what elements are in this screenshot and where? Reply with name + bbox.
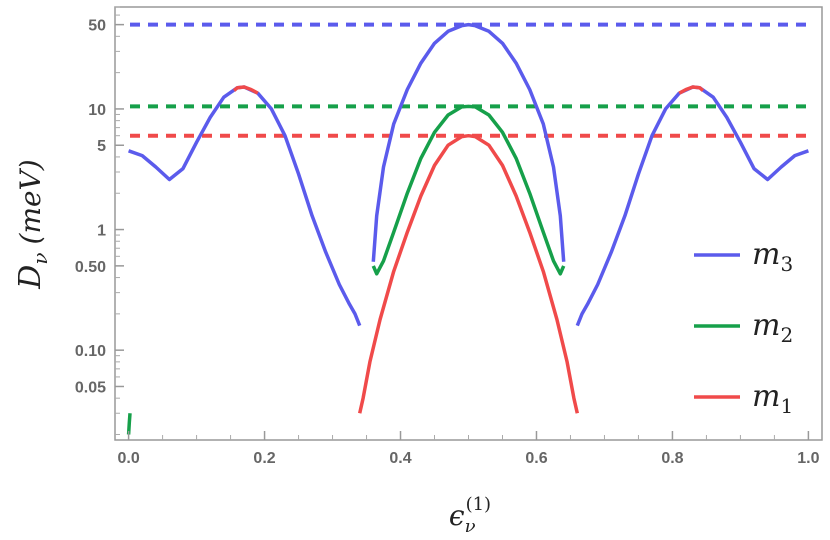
- x-tick-label: 0.6: [525, 450, 547, 467]
- y-axis-ticks: 50 10 5 1 0.50 0.10 0.05: [75, 18, 124, 396]
- legend-label-m2-main: m: [752, 308, 780, 343]
- y-axis-label-unit: (meV): [14, 159, 47, 244]
- x-axis-label-base: ϵ: [449, 499, 465, 532]
- legend-label-m3-main: m: [752, 237, 780, 272]
- minor-ticks: [115, 6, 775, 440]
- series-m-2-segment-0: [371, 104, 566, 276]
- x-axis-label-sup: (1): [466, 494, 492, 515]
- y-axis-label-base: D: [13, 265, 48, 290]
- x-axis-label-sub: ν: [465, 516, 476, 537]
- series-m-3-segment-1: [371, 22, 566, 262]
- plot-frame: [114, 6, 823, 441]
- reference-lines: [130, 22, 807, 138]
- x-axis-label: ϵν(1): [449, 494, 491, 537]
- x-tick-label: 0.8: [661, 450, 683, 467]
- legend-item-m3: m3: [694, 237, 793, 276]
- legend: m3 m2 m1: [694, 237, 793, 418]
- legend-item-m1: m1: [694, 379, 793, 418]
- y-tick-label: 10: [88, 102, 106, 119]
- y-axis-label-sub: ν: [28, 252, 52, 264]
- legend-label-m1-main: m: [752, 379, 780, 414]
- x-tick-label: 1.0: [797, 450, 819, 467]
- x-tick-label: 0.0: [117, 450, 139, 467]
- y-axis-label: Dν (meV): [13, 159, 52, 289]
- y-tick-label: 5: [97, 138, 106, 155]
- legend-label-m3: m3: [752, 237, 793, 276]
- legend-item-m2: m2: [694, 308, 793, 347]
- series-curves: [126, 22, 809, 435]
- y-tick-label: 0.50: [75, 259, 106, 276]
- x-tick-label: 0.2: [253, 450, 275, 467]
- x-tick-label: 0.4: [389, 450, 411, 467]
- y-tick-label: 0.10: [75, 343, 106, 360]
- legend-label-m2: m2: [752, 308, 793, 347]
- y-tick-label: 0.05: [75, 379, 106, 396]
- legend-label-m1: m1: [752, 379, 793, 418]
- series-m-1-segment-0: [357, 133, 580, 414]
- legend-label-m3-sub: 3: [780, 252, 793, 276]
- highlight-segment-0: [232, 85, 259, 95]
- legend-label-m1-sub: 1: [780, 394, 793, 418]
- x-axis-ticks: 0.0 0.2 0.4 0.6 0.8 1.0: [117, 431, 820, 467]
- series-m-3-segment-2: [575, 85, 809, 327]
- series-m-2-segment-1: [126, 413, 132, 435]
- y-tick-label: 1: [97, 223, 106, 240]
- series-m-3-segment-0: [128, 85, 362, 327]
- legend-label-m2-sub: 2: [780, 323, 793, 347]
- y-tick-label: 50: [88, 18, 106, 35]
- highlight-segment-1: [678, 85, 705, 95]
